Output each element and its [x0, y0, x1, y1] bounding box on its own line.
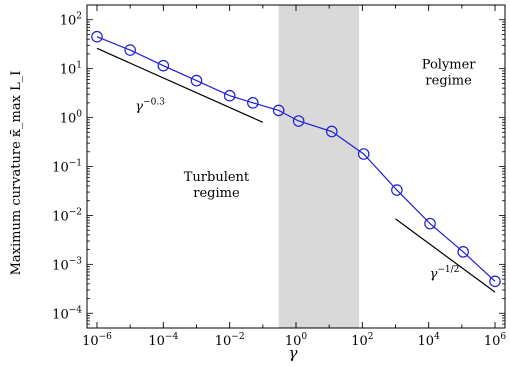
reference-line-1 [96, 47, 264, 123]
y-tick-label-6: 101 [60, 61, 82, 78]
data-point-10 [357, 148, 370, 160]
annotations: γ−0.3 γ−1/2 Turbulent regime Polymer regime [135, 58, 476, 283]
data-point-5 [223, 89, 236, 102]
y-axis-label: Maximum curvature κ̄_max L_I [9, 71, 24, 276]
x-tick-label-4: 100 [285, 332, 308, 349]
data-point-13 [457, 246, 470, 258]
x-tick-label-1: 10−6 [82, 332, 112, 349]
data-point-14 [489, 275, 501, 288]
reference-line-label-2: γ−1/2 [430, 265, 460, 282]
reference-line-2 [395, 218, 496, 293]
data-point-2 [124, 44, 136, 56]
data-point-4 [190, 74, 203, 87]
data-point-11 [391, 184, 403, 196]
region-label-2: Polymer regime [422, 58, 477, 89]
y-tick-label-4: 10−1 [52, 159, 82, 176]
y-tick-label-2: 10−3 [52, 256, 82, 273]
series-line [96, 36, 496, 282]
x-axis-label: γ [289, 344, 298, 362]
y-tick-label-3: 10−2 [52, 207, 82, 224]
data-point-6 [247, 97, 259, 109]
data-point-12 [424, 217, 436, 230]
reference-line-label-1: γ−0.3 [135, 97, 165, 114]
data-point-7 [272, 104, 285, 117]
axes: 10−6 10−4 10−2 100 102 104 10610−410−310−210−1… [52, 4, 507, 349]
data-point-1 [91, 30, 103, 43]
y-tick-label-7: 102 [60, 12, 82, 29]
data-point-8 [292, 115, 305, 127]
plot-area [91, 5, 501, 328]
data-point-9 [325, 125, 338, 138]
y-tick-label-5: 100 [60, 110, 83, 127]
x-tick-label-7: 106 [484, 332, 507, 349]
x-tick-label-3: 10−2 [215, 332, 245, 349]
x-tick-label-2: 10−4 [148, 332, 178, 349]
shaded-transition-region [278, 5, 360, 328]
region-label-1: Turbulent regime [184, 170, 250, 201]
x-tick-label-6: 104 [418, 332, 441, 349]
data-point-3 [157, 59, 170, 72]
y-tick-label-1: 10−4 [52, 305, 82, 322]
x-tick-label-5: 102 [351, 332, 373, 349]
